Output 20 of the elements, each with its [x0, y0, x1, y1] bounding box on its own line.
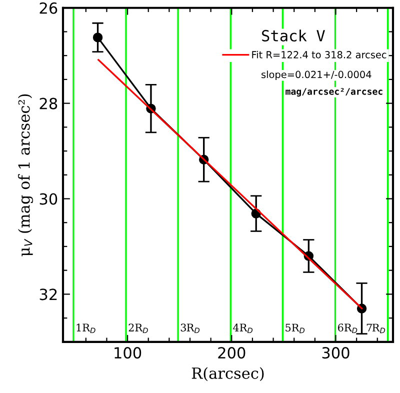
annotation: slope=0.021+/-0.0004	[262, 70, 372, 80]
ref-line-label: 6R$_{D}$	[338, 324, 358, 334]
text: Stack V	[262, 30, 325, 42]
ref-line-label: 3R$_{D}$	[180, 324, 200, 334]
x-axis-title: R(arcsec)	[192, 367, 264, 382]
x-tick-label: 200	[218, 347, 246, 359]
y-axis-title: μ$_{V}$ (mag of 1 arcsec²)	[18, 94, 34, 256]
ref-line-label: 4R$_{D}$	[233, 324, 253, 334]
x-tick-label: 100	[114, 347, 142, 359]
y-tick-label: 32	[40, 288, 57, 300]
annotation: mag/arcsec²/arcsec	[286, 88, 382, 97]
y-tick-label: 28	[40, 98, 58, 110]
x-tick-label: 300	[322, 347, 350, 359]
y-tick-label: 26	[40, 2, 58, 14]
ref-line-label: 2R$_{D}$	[128, 324, 148, 334]
legend-label: Fit R=122.4 to 318.2 arcsec	[252, 50, 386, 58]
y-tick-label: 30	[40, 193, 58, 205]
ref-line-label: 7R$_{D}$	[366, 324, 386, 334]
ref-line-label: 1R$_{D}$	[76, 324, 96, 334]
ref-line-label: 5R$_{D}$	[286, 324, 305, 334]
